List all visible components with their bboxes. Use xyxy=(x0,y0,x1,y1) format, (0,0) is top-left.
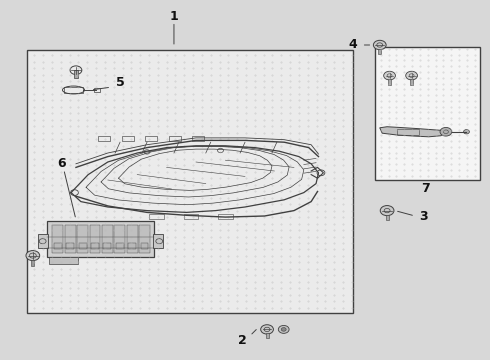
Text: 1: 1 xyxy=(170,10,178,23)
Bar xyxy=(38,234,48,248)
Bar xyxy=(128,243,136,249)
Bar xyxy=(74,70,78,78)
Bar xyxy=(192,136,204,141)
Bar xyxy=(78,243,87,249)
Bar xyxy=(91,243,99,249)
Bar xyxy=(266,333,269,338)
Text: 6: 6 xyxy=(57,157,66,170)
Text: 3: 3 xyxy=(419,210,428,222)
Bar xyxy=(90,225,100,253)
Bar xyxy=(388,79,391,85)
Circle shape xyxy=(26,251,40,261)
Circle shape xyxy=(384,71,395,80)
Circle shape xyxy=(278,325,289,333)
Circle shape xyxy=(261,325,273,334)
Bar xyxy=(184,214,198,219)
Polygon shape xyxy=(380,127,443,137)
Circle shape xyxy=(281,328,286,331)
Circle shape xyxy=(440,127,452,136)
Bar xyxy=(65,225,75,253)
Text: 2: 2 xyxy=(238,334,247,347)
Text: 7: 7 xyxy=(421,183,430,195)
Bar xyxy=(52,225,63,253)
Bar xyxy=(149,214,164,219)
Bar xyxy=(49,257,78,264)
Circle shape xyxy=(406,71,417,80)
Bar xyxy=(378,49,381,54)
Bar xyxy=(397,129,419,135)
Bar xyxy=(98,136,110,141)
Bar xyxy=(54,243,62,249)
Bar xyxy=(66,243,74,249)
Bar xyxy=(27,50,353,313)
Bar xyxy=(126,225,138,253)
Bar xyxy=(77,225,88,253)
Bar xyxy=(122,136,134,141)
Bar xyxy=(94,88,100,92)
Bar xyxy=(114,225,125,253)
Text: 5: 5 xyxy=(116,76,124,89)
Bar xyxy=(139,225,150,253)
Text: 4: 4 xyxy=(348,39,357,51)
Bar xyxy=(31,260,34,266)
Circle shape xyxy=(380,206,394,216)
Bar xyxy=(153,234,163,248)
Bar xyxy=(145,136,157,141)
Bar xyxy=(375,47,480,180)
Circle shape xyxy=(373,40,386,50)
Bar xyxy=(116,243,123,249)
Bar xyxy=(169,136,181,141)
Bar xyxy=(102,225,113,253)
Bar xyxy=(141,243,148,249)
Bar xyxy=(218,214,233,219)
Circle shape xyxy=(464,130,469,134)
Bar xyxy=(47,221,154,257)
Bar xyxy=(410,79,413,85)
Bar xyxy=(386,215,389,220)
Bar xyxy=(64,87,83,93)
Bar xyxy=(103,243,111,249)
